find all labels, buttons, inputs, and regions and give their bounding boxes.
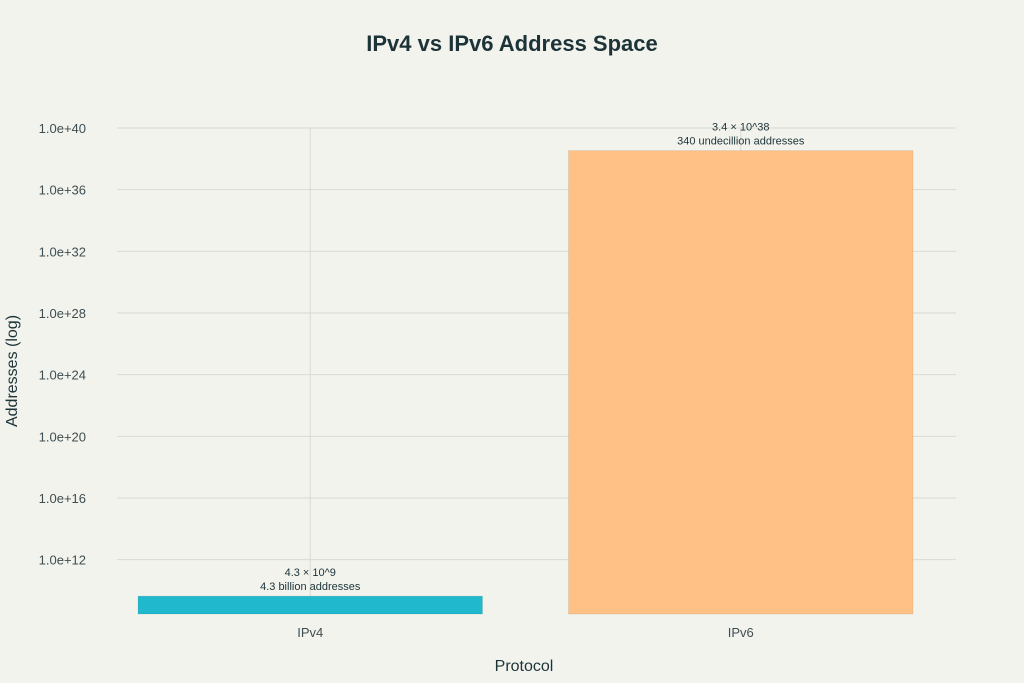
bar-layer: [137, 150, 914, 615]
y-tick-label: 1.0e+28: [39, 306, 86, 321]
y-tick-label: 1.0e+36: [39, 183, 86, 198]
y-tick-label: 1.0e+40: [39, 121, 86, 136]
y-tick-label: 1.0e+24: [39, 368, 86, 383]
label-layer: 1.0e+12 1.0e+16 1.0e+20 1.0e+24 1.0e+28 1.0e+…: [39, 121, 805, 640]
x-tick-label: IPv6: [728, 625, 754, 640]
bar-description-label: 340 undecillion addresses: [677, 136, 805, 148]
y-tick-label: 1.0e+20: [39, 429, 86, 444]
bar-value-label: 4.3 × 10^9: [285, 567, 336, 579]
chart-title: IPv4 vs IPv6 Address Space: [366, 31, 657, 56]
y-tick-label: 1.0e+12: [39, 553, 86, 568]
x-axis-title: Protocol: [495, 658, 554, 675]
bar-description-label: 4.3 billion addresses: [260, 581, 361, 593]
y-axis-title: Addresses (log): [4, 315, 21, 427]
bar-value-label: 3.4 × 10^38: [712, 122, 769, 134]
bar-ipv6[interactable]: [568, 150, 914, 615]
x-tick-label: IPv4: [297, 625, 323, 640]
bar-ipv4[interactable]: [137, 595, 483, 615]
y-tick-label: 1.0e+32: [39, 244, 86, 259]
y-tick-label: 1.0e+16: [39, 491, 86, 506]
